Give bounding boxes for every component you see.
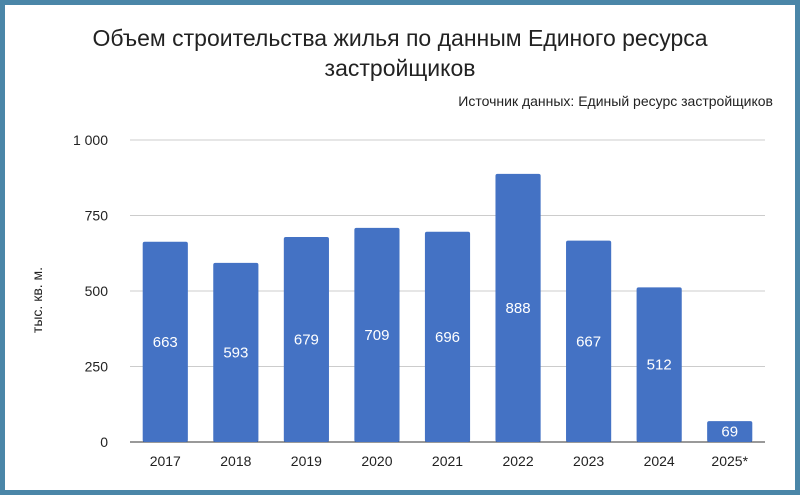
bar-2018 <box>213 262 259 442</box>
x-tick-label: 2025* <box>711 453 748 469</box>
y-tick-label: 1 000 <box>73 132 108 148</box>
bar-2023 <box>566 240 612 442</box>
x-tick-label: 2022 <box>502 453 533 469</box>
data-label: 512 <box>647 357 672 374</box>
y-tick-label: 250 <box>85 359 109 375</box>
x-axis-ticks: 2017 2018 2019 2020 2021 2022 2023 2024 2025* <box>150 453 749 469</box>
chart-title-line2: застройщиков <box>324 55 476 81</box>
x-tick-label: 2023 <box>573 453 604 469</box>
y-tick-label: 0 <box>100 434 108 450</box>
chart-title: Объем строительства жилья по данным Един… <box>92 25 708 51</box>
data-label: 593 <box>223 344 248 361</box>
x-tick-label: 2017 <box>150 453 181 469</box>
x-tick-label: 2021 <box>432 453 463 469</box>
bar-2021 <box>424 231 471 442</box>
x-tick-label: 2019 <box>291 453 322 469</box>
data-label: 709 <box>364 327 389 344</box>
y-axis-ticks: 0 250 500 750 1 000 <box>73 132 108 450</box>
x-tick-label: 2020 <box>361 453 392 469</box>
chart-source: Источник данных: Единый ресурс застройщи… <box>458 93 773 109</box>
data-label: 69 <box>721 424 738 441</box>
bars: 663 593 679 709 696 888 667 512 69 <box>142 173 753 442</box>
y-axis-label: тыс. кв. м. <box>29 267 45 333</box>
data-label: 663 <box>153 334 178 351</box>
x-tick-label: 2018 <box>220 453 251 469</box>
data-label: 696 <box>435 329 460 346</box>
bar-2019 <box>283 236 329 442</box>
bar-2017 <box>142 241 188 442</box>
data-label: 679 <box>294 331 319 348</box>
x-tick-label: 2024 <box>644 453 675 469</box>
y-tick-label: 750 <box>85 208 109 224</box>
data-label: 888 <box>506 300 531 317</box>
bar-2025* <box>707 421 753 442</box>
bar-2020 <box>354 227 400 442</box>
y-tick-label: 500 <box>85 283 109 299</box>
bar-2022 <box>495 173 541 442</box>
bar-2024 <box>636 287 682 442</box>
data-label: 667 <box>576 333 601 350</box>
